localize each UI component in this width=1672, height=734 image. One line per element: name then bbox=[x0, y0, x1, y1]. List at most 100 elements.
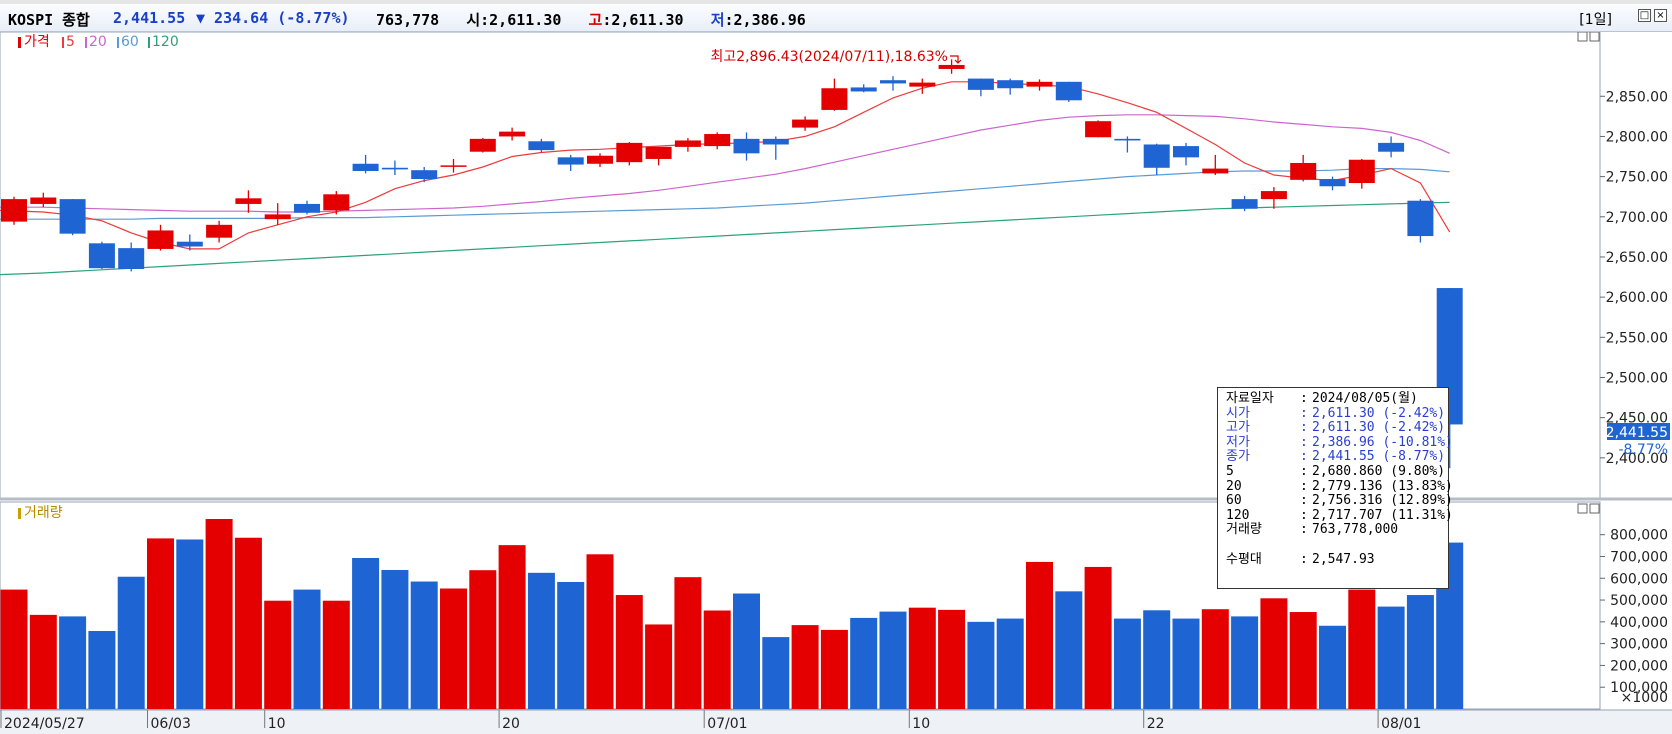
volume-bar bbox=[996, 618, 1024, 709]
x-tick-label: 22 bbox=[1147, 716, 1165, 732]
tooltip-value: 2,756.316 (12.89%) bbox=[1312, 493, 1453, 509]
volume-bar bbox=[0, 589, 28, 709]
x-tick-label: 10 bbox=[268, 716, 286, 732]
tooltip-row: 수평대:2,547.93 bbox=[1226, 551, 1448, 568]
candle-body bbox=[88, 243, 115, 269]
tooltip-value: 2,717.707 (11.31%) bbox=[1312, 507, 1453, 523]
volume-panel-close-icon bbox=[1589, 503, 1600, 514]
price-change: ▼ 234.64 (-8.77%) bbox=[196, 9, 350, 27]
ma20-line bbox=[0, 114, 1450, 213]
volume-tick-label: 700,000 bbox=[1610, 549, 1668, 565]
tooltip-value: 2,386.96 (-10.81%) bbox=[1312, 434, 1453, 450]
volume-bar bbox=[1348, 589, 1376, 709]
tooltip-row: 5:2,680.860 (9.80%) bbox=[1226, 463, 1448, 480]
candle-body bbox=[938, 64, 965, 69]
candle-body bbox=[499, 131, 526, 137]
candle-body bbox=[294, 203, 320, 213]
tooltip-row: 자료일자:2024/08/05(월) bbox=[1226, 391, 1448, 407]
tooltip-row: 60:2,756.316 (12.89%) bbox=[1226, 493, 1453, 509]
candle-body bbox=[616, 142, 643, 163]
candle-body bbox=[792, 119, 819, 128]
tooltip-row: 120:2,717.707 (11.31%) bbox=[1226, 507, 1453, 524]
tooltip-value: 2,680.860 (9.80%) bbox=[1312, 463, 1446, 479]
candle-body bbox=[176, 241, 203, 247]
candle-body bbox=[557, 157, 584, 165]
tooltip-separator: : bbox=[1300, 478, 1308, 494]
tooltip-key: 5 bbox=[1226, 463, 1234, 479]
volume-bar bbox=[1084, 566, 1112, 709]
tooltip-value: 2,611.30 (-2.42%) bbox=[1312, 405, 1446, 421]
x-tick-label: 06/03 bbox=[151, 716, 191, 732]
tooltip-key: 거래량 bbox=[1226, 522, 1262, 538]
volume-bar bbox=[1231, 616, 1259, 709]
volume-bar bbox=[1377, 606, 1405, 709]
volume-bar bbox=[557, 581, 585, 709]
volume-bar bbox=[1319, 625, 1346, 709]
x-tick-label: 20 bbox=[502, 716, 520, 732]
tooltip-separator: : bbox=[1300, 463, 1308, 479]
volume-bar bbox=[733, 593, 760, 709]
period-selector[interactable]: [1일] bbox=[1579, 12, 1612, 28]
maximize-icon[interactable]: □ bbox=[1638, 9, 1651, 22]
price-panel-min-icon bbox=[1577, 32, 1588, 42]
volume-bar bbox=[527, 572, 555, 709]
x-tick-label: 2024/05/27 bbox=[4, 716, 85, 732]
tooltip-value: 2,611.30 (-2.42%) bbox=[1312, 420, 1446, 436]
volume-bar bbox=[879, 611, 907, 709]
price-legend-marker bbox=[18, 37, 21, 48]
volume-legend-label: 거래량 bbox=[24, 505, 63, 521]
tooltip-separator: : bbox=[1300, 493, 1308, 509]
tooltip-key: 고가 bbox=[1226, 420, 1250, 436]
tooltip-value: 2,441.55 (-8.77%) bbox=[1312, 449, 1446, 465]
volume-tick-label: 300,000 bbox=[1610, 637, 1668, 653]
price-tick-label: 2,450.00 bbox=[1606, 411, 1668, 427]
volume-bar bbox=[1172, 618, 1200, 709]
low-value: :2,386.96 bbox=[724, 11, 806, 29]
volume-panel-min-icon bbox=[1577, 503, 1588, 514]
close-icon[interactable]: × bbox=[1654, 9, 1667, 22]
tooltip-separator: : bbox=[1300, 551, 1308, 567]
volume-bar bbox=[762, 637, 790, 709]
header-bar: KOSPI 종합 2,441.55 ▼ 234.64 (-8.77%) 763,… bbox=[0, 4, 1672, 32]
volume-tick-label: 600,000 bbox=[1610, 571, 1668, 587]
volume-bar bbox=[1055, 591, 1083, 709]
volume-bar bbox=[352, 557, 380, 709]
tooltip-value: 763,778,000 bbox=[1312, 522, 1399, 538]
candle-body bbox=[528, 141, 555, 151]
candle-body bbox=[1085, 121, 1112, 138]
tooltip-key: 120 bbox=[1226, 507, 1250, 523]
volume-bar bbox=[1143, 610, 1171, 709]
chart-canvas[interactable]: 2,400.00 2,450.00 2,500.00 2,550.00 2,600.00… bbox=[0, 32, 1672, 734]
open-value: :2,611.30 bbox=[480, 11, 562, 29]
candle-body bbox=[352, 163, 379, 171]
last-price-tag bbox=[1607, 423, 1670, 440]
index-name: KOSPI 종합 bbox=[8, 11, 90, 29]
volume-bar bbox=[322, 600, 350, 709]
ma5-line bbox=[0, 81, 1451, 250]
candle-body bbox=[1260, 191, 1287, 200]
ma60-legend-label: 60 bbox=[121, 34, 139, 50]
candle-body bbox=[1319, 179, 1346, 187]
candle-body bbox=[1114, 138, 1141, 141]
candle-body bbox=[1231, 199, 1258, 209]
price-tick-label: 2,600.00 bbox=[1606, 290, 1668, 306]
tooltip-row: 시가:2,611.30 (-2.42%) bbox=[1226, 405, 1448, 422]
candle-body bbox=[1173, 146, 1199, 158]
candle-body bbox=[821, 88, 848, 110]
candle-body bbox=[704, 134, 731, 147]
volume-bar bbox=[410, 581, 438, 709]
ma5-legend-label: 5 bbox=[66, 34, 75, 50]
low-label: 저 bbox=[710, 11, 725, 29]
volume-bar bbox=[147, 538, 174, 709]
volume-tick-label: 500,000 bbox=[1610, 593, 1668, 609]
volume-bar bbox=[850, 617, 878, 709]
candle-body bbox=[997, 80, 1024, 89]
x-axis-band bbox=[0, 710, 1672, 734]
tooltip-key: 수평대 bbox=[1226, 551, 1262, 567]
candle-body bbox=[967, 78, 994, 90]
high-label: 고 bbox=[588, 11, 603, 29]
tooltip-value: 2,547.93 bbox=[1312, 551, 1375, 567]
tooltip-row: 20:2,779.136 (13.83%) bbox=[1226, 478, 1453, 495]
candle-body bbox=[1202, 168, 1229, 174]
high-annotation-arrow bbox=[950, 55, 962, 64]
